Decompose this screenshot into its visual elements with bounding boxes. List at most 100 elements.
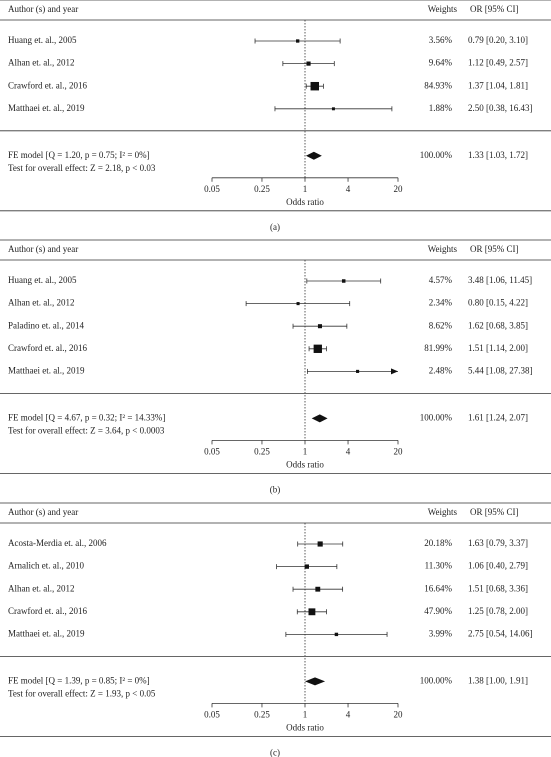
study-label: Huang et. al., 2005 [8, 275, 77, 285]
weight-label: 2.34% [429, 298, 453, 308]
study-marker [306, 61, 311, 66]
study-marker [317, 324, 323, 329]
or-label: 5.44 [1.08, 27.38] [468, 365, 533, 375]
study-marker [331, 107, 335, 111]
x-tick-label: 0.25 [254, 184, 270, 194]
or-label: 0.79 [0.20, 3.10] [468, 35, 528, 45]
study-label: Matthaei et. al., 2019 [8, 628, 85, 638]
summary-diamond [311, 414, 328, 423]
header: Weights [428, 244, 458, 254]
study-marker [315, 586, 321, 592]
or-label: 2.75 [0.54, 14.06] [468, 628, 533, 638]
weight-label: 4.57% [429, 275, 453, 285]
or-label: 1.12 [0.49, 2.57] [468, 58, 528, 68]
or-label: 1.51 [0.68, 3.36] [468, 583, 528, 593]
header: OR [95% CI] [470, 244, 519, 254]
study-marker [341, 279, 346, 283]
weight-label: 11.30% [425, 561, 453, 571]
weight-label: 47.90% [424, 606, 452, 616]
x-tick-label: 4 [346, 446, 351, 456]
study-marker [310, 81, 319, 91]
study-label: Crawford et. al., 2016 [8, 80, 87, 90]
x-tick-label: 0.05 [204, 709, 220, 719]
caption: (c) [270, 747, 280, 757]
header: OR [95% CI] [470, 507, 519, 517]
x-tick-label: 0.25 [254, 446, 270, 456]
ci-arrow [391, 368, 398, 375]
x-axis-label: Odds ratio [286, 459, 324, 469]
header: Author (s) and year [8, 4, 78, 14]
weight-label: 2.48% [429, 365, 453, 375]
study-marker [296, 39, 300, 43]
x-tick-label: 20 [394, 184, 404, 194]
summary-test: Test for overall effect: Z = 3.64, p < 0… [8, 425, 165, 435]
x-axis-label: Odds ratio [286, 197, 324, 207]
summary-diamond [305, 677, 326, 686]
x-tick-label: 4 [346, 184, 351, 194]
study-marker [296, 302, 300, 306]
or-label: 1.25 [0.78, 2.00] [468, 606, 528, 616]
summary-test: Test for overall effect: Z = 1.93, p < 0… [8, 688, 156, 698]
study-label: Paladino et. al., 2014 [8, 320, 84, 330]
or-label: 1.62 [0.68, 3.85] [468, 320, 528, 330]
header: Weights [428, 4, 458, 14]
study-marker [304, 564, 309, 569]
weight-label: 100.00% [420, 412, 453, 422]
weight-label: 16.64% [424, 583, 452, 593]
study-label: Matthaei et. al., 2019 [8, 103, 85, 113]
summary-test: Test for overall effect: Z = 2.18, p < 0… [8, 163, 156, 173]
or-label: 2.50 [0.38, 16.43] [468, 103, 533, 113]
x-tick-label: 20 [394, 446, 404, 456]
study-label: Matthaei et. al., 2019 [8, 365, 85, 375]
x-tick-label: 0.05 [204, 184, 220, 194]
weight-label: 84.93% [424, 80, 452, 90]
header: Author (s) and year [8, 244, 78, 254]
x-tick-label: 1 [303, 446, 308, 456]
x-axis-label: Odds ratio [286, 722, 324, 732]
header: Author (s) and year [8, 507, 78, 517]
weight-label: 100.00% [420, 150, 453, 160]
study-label: Huang et. al., 2005 [8, 35, 77, 45]
study-label: Crawford et. al., 2016 [8, 606, 87, 616]
header: OR [95% CI] [470, 4, 519, 14]
summary-label: FE model [Q = 4.67, p = 0.32; I² = 14.33… [8, 412, 165, 422]
caption: (a) [270, 222, 280, 232]
x-tick-label: 1 [303, 184, 308, 194]
or-label: 1.51 [1.14, 2.00] [468, 343, 528, 353]
summary-diamond [305, 151, 322, 160]
or-label: 1.61 [1.24, 2.07] [468, 412, 528, 422]
study-marker [313, 344, 322, 353]
weight-label: 8.62% [429, 320, 453, 330]
study-marker [317, 541, 323, 547]
x-tick-label: 20 [394, 709, 404, 719]
study-marker [334, 632, 339, 637]
caption: (b) [270, 484, 281, 494]
weight-label: 3.99% [429, 628, 453, 638]
x-tick-label: 1 [303, 709, 308, 719]
or-label: 1.33 [1.03, 1.72] [468, 150, 528, 160]
weight-label: 100.00% [420, 675, 453, 685]
or-label: 0.80 [0.15, 4.22] [468, 298, 528, 308]
study-label: Alhan et. al., 2012 [8, 583, 75, 593]
or-label: 3.48 [1.06, 11.45] [468, 275, 532, 285]
weight-label: 81.99% [424, 343, 452, 353]
x-tick-label: 4 [346, 709, 351, 719]
or-label: 1.38 [1.00, 1.91] [468, 675, 528, 685]
or-label: 1.37 [1.04, 1.81] [468, 80, 528, 90]
study-label: Alhan et. al., 2012 [8, 298, 75, 308]
study-label: Arnalich et. al., 2010 [8, 561, 84, 571]
weight-label: 20.18% [424, 538, 452, 548]
or-label: 1.06 [0.40, 2.79] [468, 561, 528, 571]
study-marker [356, 369, 360, 373]
header: Weights [428, 507, 458, 517]
study-marker [308, 608, 316, 616]
weight-label: 3.56% [429, 35, 453, 45]
summary-label: FE model [Q = 1.39, p = 0.85; I² = 0%] [8, 675, 150, 685]
study-label: Alhan et. al., 2012 [8, 58, 75, 68]
weight-label: 1.88% [429, 103, 453, 113]
study-label: Acosta-Merdia et. al., 2006 [8, 538, 107, 548]
x-tick-label: 0.05 [204, 446, 220, 456]
weight-label: 9.64% [429, 58, 453, 68]
x-tick-label: 0.25 [254, 709, 270, 719]
or-label: 1.63 [0.79, 3.37] [468, 538, 528, 548]
